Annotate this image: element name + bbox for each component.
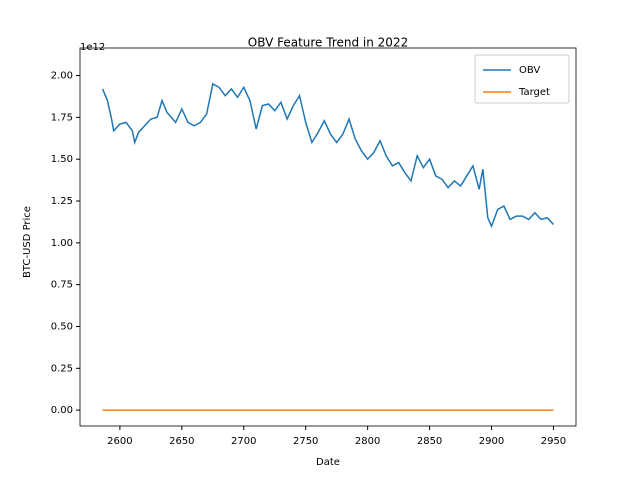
y-tick-label: 1.25 <box>51 196 73 207</box>
x-tick-label: 2650 <box>169 436 194 447</box>
y-tick-label: 0.00 <box>51 405 73 416</box>
legend-label: OBV <box>519 65 540 76</box>
x-tick-label: 2600 <box>107 436 132 447</box>
chart-title: OBV Feature Trend in 2022 <box>248 36 408 50</box>
legend-box <box>474 54 570 104</box>
line-series <box>101 82 555 229</box>
plot-frame <box>79 47 577 427</box>
y-tick-label: 2.00 <box>51 71 73 82</box>
x-tick-label: 2800 <box>355 436 380 447</box>
y-tick-label: 0.75 <box>51 280 73 291</box>
y-tick-label: 1.75 <box>51 112 73 123</box>
y-axis-label: BTC-USD Price <box>22 206 33 278</box>
x-tick-label: 2850 <box>417 436 442 447</box>
x-tick-label: 2900 <box>479 436 504 447</box>
y-tick-label: 1.00 <box>51 238 73 249</box>
y-tick-label: 0.50 <box>51 321 73 332</box>
y-tick-label: 0.25 <box>51 363 73 374</box>
legend-label: Target <box>518 87 550 98</box>
x-tick-label: 2700 <box>231 436 256 447</box>
x-axis-label: Date <box>316 457 340 468</box>
x-tick-label: 2750 <box>293 436 318 447</box>
y-tick-label: 1.50 <box>51 154 73 165</box>
y-offset-label: 1e12 <box>80 42 105 53</box>
x-tick-label: 2950 <box>541 436 566 447</box>
